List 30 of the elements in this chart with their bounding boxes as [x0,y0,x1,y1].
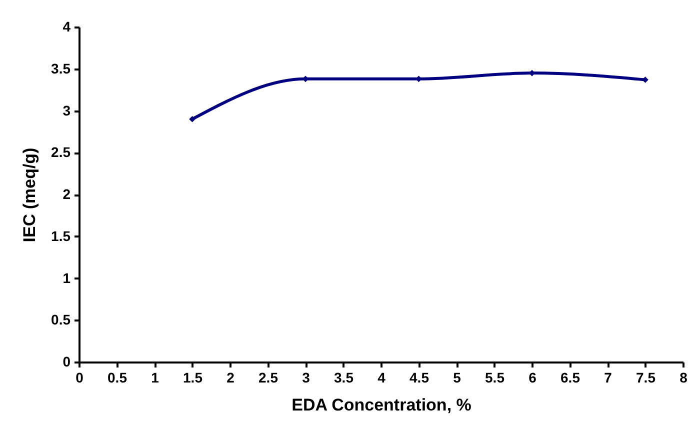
x-tick-label: 3 [302,370,310,386]
y-axis-title: IEC (meq/g) [20,148,40,242]
x-tick-label: 6.5 [560,370,580,386]
x-tick-label: 1.5 [183,370,203,386]
y-tick-label: 1.5 [51,228,71,244]
x-tick-label: 7.5 [636,370,656,386]
point [416,76,422,82]
y-tick-label: 3.5 [51,60,71,76]
x-tick-label: 4 [378,370,386,386]
x-tick-label: 8 [680,370,688,386]
x-tick-label: 5 [453,370,462,386]
y-tick-label: 0.5 [51,312,71,328]
x-tick-label: 7 [604,370,612,386]
y-tick-label: 3 [62,102,71,118]
x-tick-label: 2.5 [258,370,278,386]
y-tick-label: 2.5 [51,144,71,160]
x-tick-label: 4.5 [410,370,430,386]
x-tick-label: 5.5 [485,370,505,386]
x-tick-label: 2 [226,370,235,386]
x-axis-title: EDA Concentration, % [292,396,472,414]
x-tick-label: 6 [528,370,537,386]
y-tick-label: 2 [62,186,71,202]
point [189,116,196,122]
x-tick-label: 0.5 [108,370,128,386]
x-tick-label: 1 [151,370,160,386]
x-tick-label: 0 [76,370,84,386]
y-tick-label: 4 [62,18,71,34]
x-tick-label: 3.5 [334,370,354,386]
y-tick-label: 1 [62,270,71,286]
y-tick-label: 0 [62,354,71,370]
